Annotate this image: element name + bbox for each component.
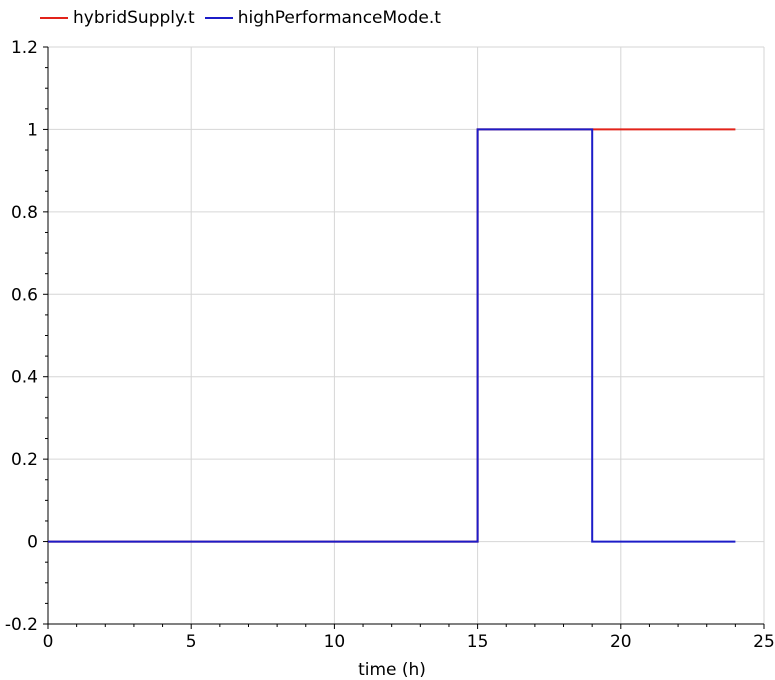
x-tick-label: 25 <box>753 632 775 652</box>
legend-item-high-performance-mode[interactable]: highPerformanceMode.t <box>204 8 441 28</box>
y-tick-label: 0.2 <box>11 450 38 470</box>
legend: hybridSupply.t highPerformanceMode.t <box>40 6 451 30</box>
series-line-hybridsupply-t <box>48 128 736 543</box>
series-lines <box>48 128 736 543</box>
x-tick-label: 5 <box>186 632 197 652</box>
legend-swatch-hybrid-supply <box>40 17 68 19</box>
y-tick-label: 0 <box>27 533 38 553</box>
x-tick-label: 0 <box>43 632 54 652</box>
x-axis-title: time (h) <box>358 660 426 680</box>
legend-swatch-high-performance-mode <box>204 17 233 19</box>
legend-label-high-performance-mode: highPerformanceMode.t <box>237 8 441 28</box>
y-tick-label: 1.2 <box>11 38 38 58</box>
y-tick-label: 0.6 <box>11 285 38 305</box>
legend-item-hybrid-supply[interactable]: hybridSupply.t <box>40 8 195 28</box>
legend-label-hybrid-supply: hybridSupply.t <box>73 8 195 28</box>
x-tick-label: 15 <box>467 632 489 652</box>
grid-lines <box>48 46 765 624</box>
x-tick-label: 20 <box>610 632 632 652</box>
y-tick-label: 0.8 <box>11 203 38 223</box>
y-tick-label: 1 <box>27 120 38 140</box>
axes <box>47 47 764 625</box>
y-tick-label: -0.2 <box>5 615 38 635</box>
series-line-highperformancemode-t <box>48 128 736 543</box>
x-tick-label: 10 <box>324 632 346 652</box>
y-tick-label: 0.4 <box>11 368 38 388</box>
x-axis-ticks: 0 5 10 15 20 25 <box>43 624 775 652</box>
y-axis-ticks: -0.2 0 0.2 0.4 0.6 0.8 1 1.2 <box>5 38 48 635</box>
